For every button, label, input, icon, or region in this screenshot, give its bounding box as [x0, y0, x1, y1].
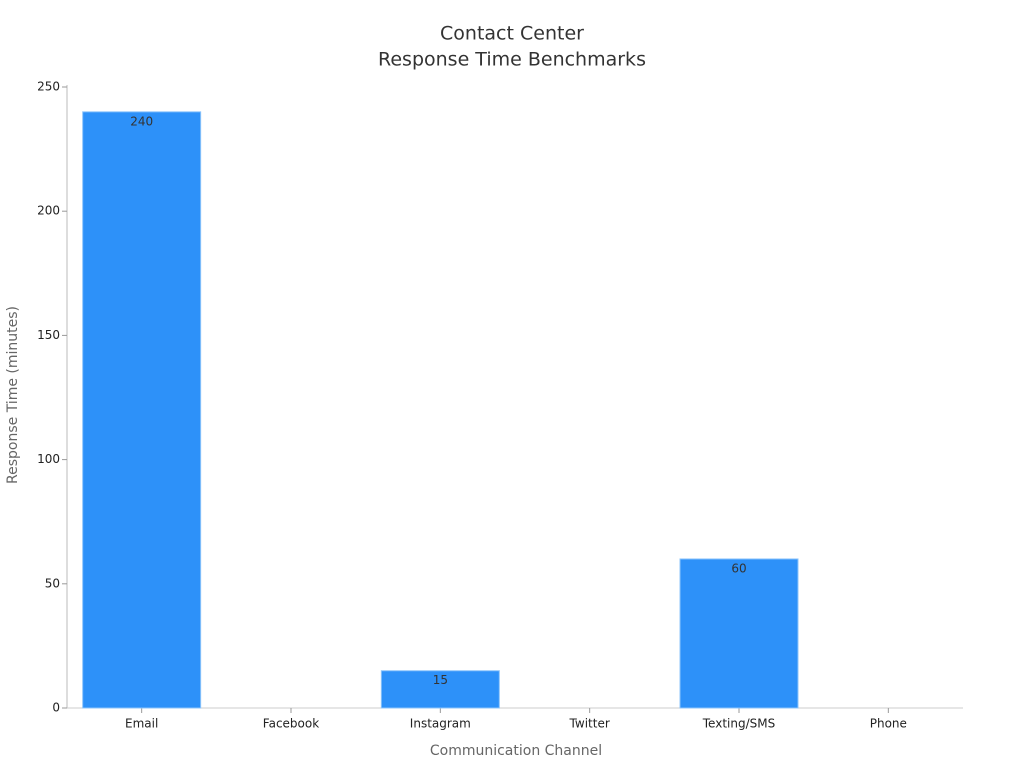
chart-title: Contact Center	[440, 23, 584, 45]
y-tick-label: 0	[52, 701, 60, 715]
bar	[82, 111, 202, 709]
bar	[679, 558, 799, 709]
x-tick-label: Instagram	[410, 717, 471, 731]
y-axis-title: Response Time (minutes)	[5, 306, 21, 484]
y-tick-label: 150	[37, 328, 60, 342]
y-tick-label: 100	[37, 452, 60, 466]
data-label: 240	[130, 114, 153, 128]
x-tick-label: Phone	[870, 717, 907, 731]
x-axis-title: Communication Channel	[430, 743, 602, 759]
data-label: 60	[731, 561, 746, 575]
x-tick-label: Email	[125, 717, 158, 731]
data-label: 15	[433, 673, 448, 687]
y-tick-label: 50	[45, 576, 60, 590]
y-tick-label: 250	[37, 80, 60, 94]
x-tick-label: Twitter	[569, 717, 610, 731]
x-tick-label: Texting/SMS	[702, 717, 775, 731]
y-tick-label: 200	[37, 204, 60, 218]
bar	[380, 670, 500, 709]
x-tick-label: Facebook	[263, 717, 319, 731]
chart-title: Response Time Benchmarks	[378, 49, 646, 71]
